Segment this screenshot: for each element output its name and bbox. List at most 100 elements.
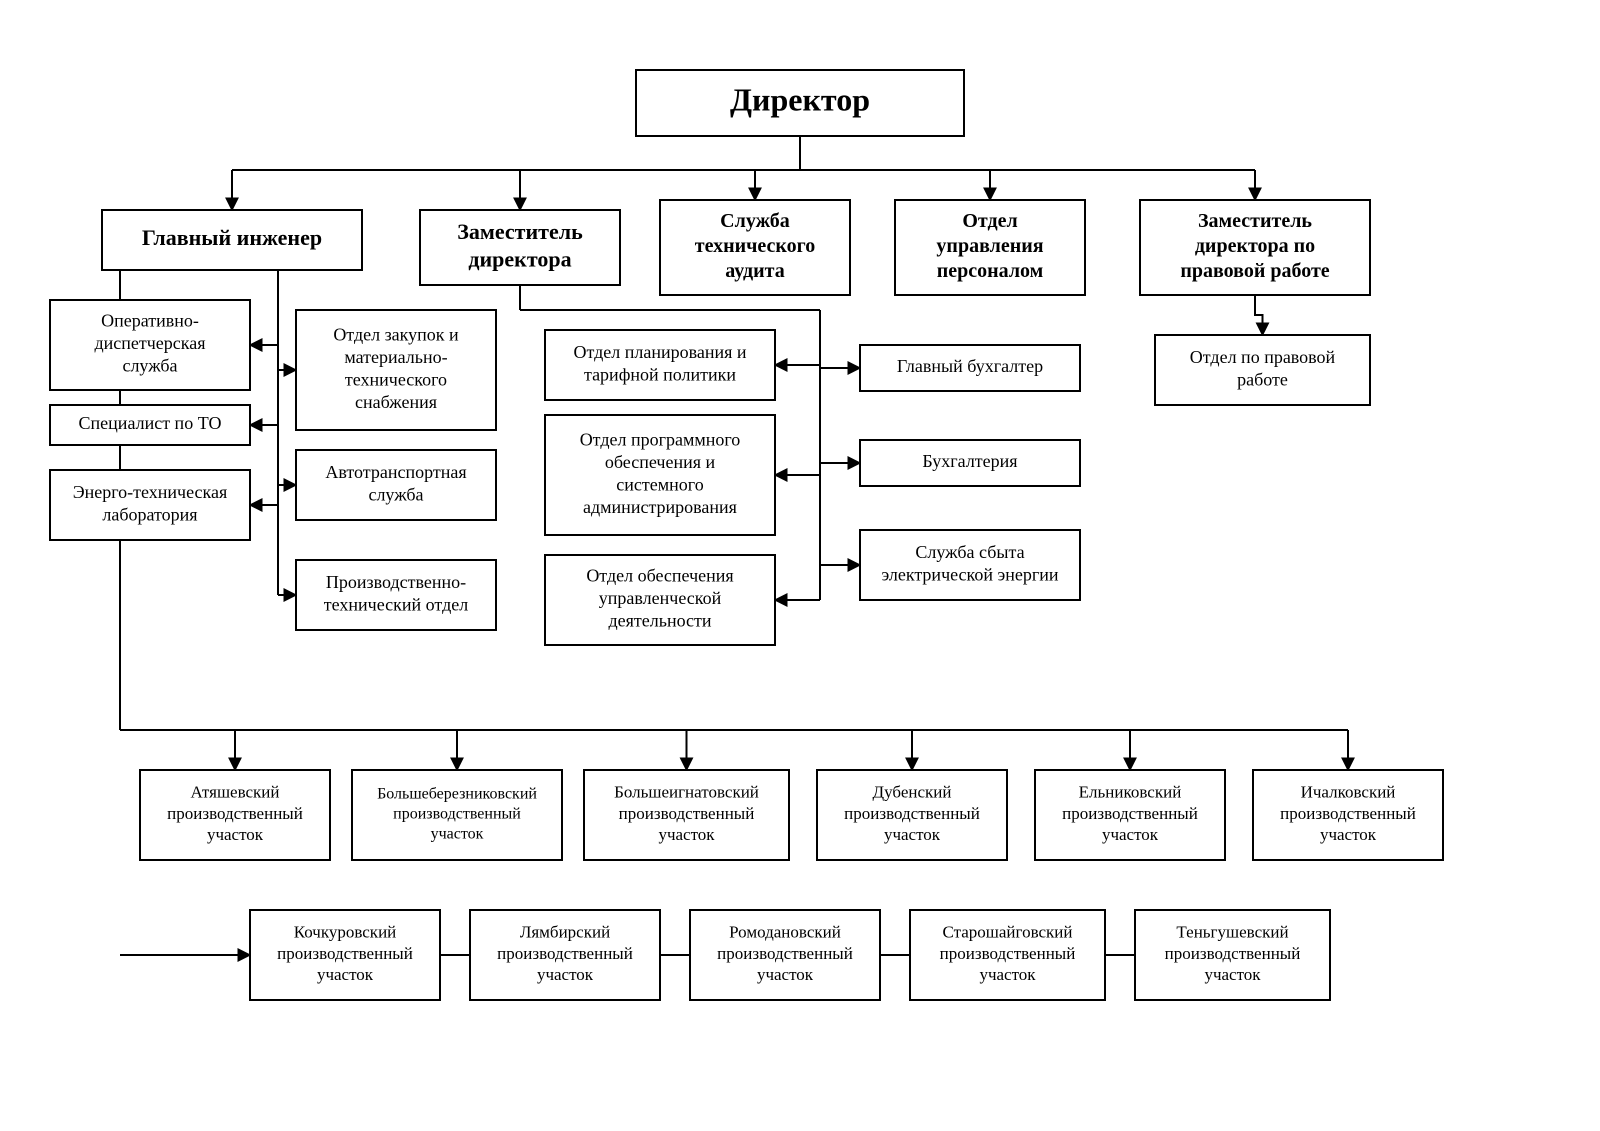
node-label: Оперативно- xyxy=(101,311,199,331)
node-label: производственный xyxy=(619,804,755,823)
node-label: участок xyxy=(757,965,814,984)
node-label: Большеберезниковский xyxy=(377,786,537,803)
node-s4: Дубенский производственный участок xyxy=(817,770,1007,860)
node-label: Главный инженер xyxy=(142,225,322,250)
node-s8: Лямбирский производственный участок xyxy=(470,910,660,1000)
node-chief_eng: Главный инженер xyxy=(102,210,362,270)
node-label: технический отдел xyxy=(324,594,468,614)
node-s5: Ельниковский производственный участок xyxy=(1035,770,1225,860)
node-label: производственный xyxy=(1062,804,1198,823)
node-label: директора по xyxy=(1195,235,1315,257)
node-s9: Ромодановский производственный участок xyxy=(690,910,880,1000)
node-label: Производственно- xyxy=(326,572,466,592)
node-label: тарифной политики xyxy=(584,364,736,384)
node-label: участок xyxy=(884,825,941,844)
node-label: деятельности xyxy=(608,611,711,631)
node-energy_lab: Энерго-техническаялаборатория xyxy=(50,470,250,540)
node-label: Директор xyxy=(730,81,870,117)
node-label: аудита xyxy=(725,260,784,282)
node-label: участок xyxy=(1204,965,1261,984)
node-dep_legal: Заместитель директора по правовой работе xyxy=(1140,200,1370,295)
nodes-layer: ДиректорГлавный инженерЗаместительдирект… xyxy=(50,70,1443,1000)
node-label: Служба xyxy=(720,210,790,232)
node-label: Старошайговский xyxy=(942,923,1072,942)
node-tech_audit: Служба технического аудита xyxy=(660,200,850,295)
node-label: производственный xyxy=(717,944,853,963)
node-chief_acc: Главный бухгалтер xyxy=(860,345,1080,391)
node-label: производственный xyxy=(1280,804,1416,823)
node-s3: Большеигнатовский производственный участок xyxy=(584,770,789,860)
node-label: Лямбирский xyxy=(520,923,610,942)
node-label: Главный бухгалтер xyxy=(897,356,1043,376)
node-label: производственный xyxy=(844,804,980,823)
node-sales: Служба сбытаэлектрической энергии xyxy=(860,530,1080,600)
node-label: участок xyxy=(1102,825,1159,844)
node-label: Заместитель xyxy=(1198,210,1312,232)
node-planning: Отдел планирования итарифной политики xyxy=(545,330,775,400)
node-label: работе xyxy=(1237,369,1288,389)
node-legal_dept: Отдел по правовойработе xyxy=(1155,335,1370,405)
node-label: персоналом xyxy=(937,260,1044,282)
org-chart: ДиректорГлавный инженерЗаместительдирект… xyxy=(0,0,1600,1131)
node-label: участок xyxy=(431,826,484,843)
node-label: Отдел планирования и xyxy=(573,342,746,362)
node-label: технического xyxy=(345,369,447,389)
node-label: служба xyxy=(368,484,423,504)
node-software: Отдел программного обеспечения исистемног… xyxy=(545,415,775,535)
node-label: служба xyxy=(122,356,177,376)
node-label: участок xyxy=(537,965,594,984)
node-label: управленческой xyxy=(599,588,722,608)
node-label: Дубенский xyxy=(873,783,952,802)
node-label: Бухгалтерия xyxy=(922,451,1017,471)
node-label: Ичалковский xyxy=(1301,783,1396,802)
node-label: Большеигнатовский xyxy=(614,783,759,802)
node-s6: Ичалковский производственный участок xyxy=(1253,770,1443,860)
node-accounting: Бухгалтерия xyxy=(860,440,1080,486)
node-label: Отдел программного xyxy=(580,429,741,449)
node-label: обеспечения и xyxy=(605,452,716,472)
node-label: электрической энергии xyxy=(881,564,1058,584)
node-label: снабжения xyxy=(355,392,437,412)
node-label: Кочкуровский xyxy=(294,923,397,942)
node-procurement: Отдел закупок и материально-технического с… xyxy=(296,310,496,430)
node-label: производственный xyxy=(940,944,1076,963)
node-s2: Большеберезниковский производственный учас… xyxy=(352,770,562,860)
node-label: производственный xyxy=(167,804,303,823)
node-label: Отдел по правовой xyxy=(1190,347,1336,367)
node-s1: Атяшевский производственный участок xyxy=(140,770,330,860)
node-label: Отдел закупок и xyxy=(333,324,459,344)
node-label: Энерго-техническая xyxy=(73,482,228,502)
node-label: материально- xyxy=(344,347,447,367)
node-label: технического xyxy=(695,235,815,257)
node-label: производственный xyxy=(497,944,633,963)
node-label: Автотранспортная xyxy=(325,462,466,482)
node-label: диспетчерская xyxy=(94,333,205,353)
node-s10: Старошайговскийпроизводственныйучасток xyxy=(910,910,1105,1000)
node-label: системного xyxy=(616,474,703,494)
node-autotrans: Автотранспортнаяслужба xyxy=(296,450,496,520)
node-director: Директор xyxy=(636,70,964,136)
node-label: Специалист по ТО xyxy=(79,413,222,433)
node-label: Отдел xyxy=(962,210,1017,232)
node-label: лаборатория xyxy=(102,504,197,524)
node-label: Теньгушевский xyxy=(1176,923,1288,942)
node-label: участок xyxy=(207,825,264,844)
node-label: участок xyxy=(1320,825,1377,844)
node-label: администрирования xyxy=(583,497,737,517)
node-label: Ромодановский xyxy=(729,923,841,942)
node-label: Отдел обеспечения xyxy=(586,566,733,586)
node-dep_dir: Заместительдиректора xyxy=(420,210,620,285)
node-label: производственный xyxy=(277,944,413,963)
node-to_spec: Специалист по ТО xyxy=(50,405,250,445)
node-label: Атяшевский xyxy=(190,783,279,802)
node-label: производственный xyxy=(393,806,521,823)
node-label: участок xyxy=(658,825,715,844)
node-label: участок xyxy=(317,965,374,984)
node-label: правовой работе xyxy=(1180,260,1329,282)
node-label: Ельниковский xyxy=(1079,783,1182,802)
node-label: производственный xyxy=(1165,944,1301,963)
node-s11: Теньгушевский производственный участок xyxy=(1135,910,1330,1000)
node-label: Заместитель xyxy=(457,219,583,244)
node-label: управления xyxy=(936,235,1043,257)
node-mgmt_supp: Отдел обеспеченияуправленческой деятельно… xyxy=(545,555,775,645)
